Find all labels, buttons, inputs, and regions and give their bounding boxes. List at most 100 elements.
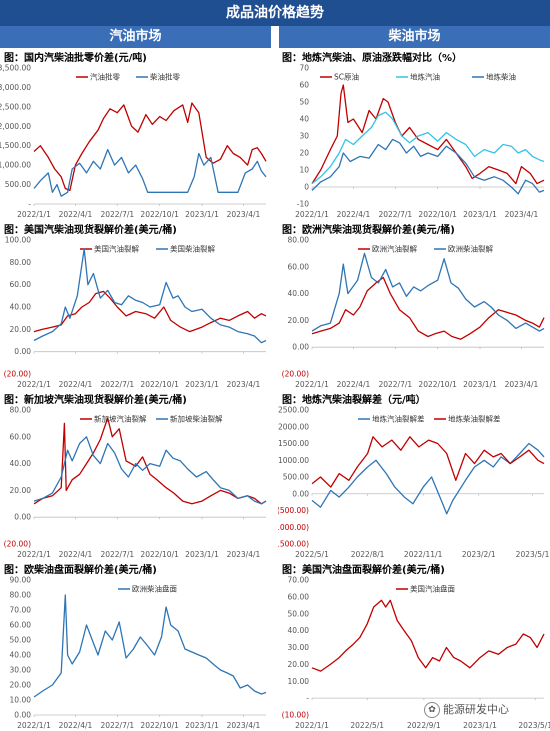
series-line-red bbox=[33, 290, 267, 333]
y-tick-label: 50.00 bbox=[288, 609, 310, 618]
series-line-red bbox=[33, 102, 267, 192]
x-tick-label: 2023/5/1 bbox=[516, 550, 550, 559]
y-tick-label: 40 bbox=[299, 115, 309, 124]
legend-label: SC原油 bbox=[334, 72, 359, 82]
y-tick-label: 20.00 bbox=[10, 325, 32, 334]
chart-background bbox=[278, 392, 550, 560]
chart-svg: 图：欧柴油盘面裂解价差(美元/桶) 0.00 10.00 20.00 30.00 40.0… bbox=[0, 562, 272, 731]
y-tick-label: - bbox=[28, 200, 31, 209]
legend-label: 地炼汽油 bbox=[410, 72, 440, 82]
x-tick-label: 2022/1/1 bbox=[17, 550, 51, 559]
legend-label: 新加坡汽油裂解 bbox=[94, 414, 147, 424]
y-tick-label: 20.00 bbox=[10, 681, 32, 690]
chart-c8: 图：美国汽油盘面裂解价差(美元/桶) (10.00) - 10.00 20.00 30.0… bbox=[278, 562, 550, 731]
x-tick-label: 2023/1/1 bbox=[185, 721, 219, 730]
wechat-icon: ✿ bbox=[424, 702, 440, 718]
y-tick-label: 60 bbox=[299, 81, 309, 90]
x-tick-label: 2022/5/1 bbox=[350, 721, 384, 730]
chart-svg: 图：地炼汽柴油裂解差（元/吨） (1500.00) (1000.00) (500.00… bbox=[278, 392, 550, 560]
x-tick-label: 2022/4/1 bbox=[59, 380, 93, 389]
series-line-blue bbox=[33, 248, 267, 344]
x-tick-label: 2022/9/1 bbox=[407, 721, 441, 730]
y-tick-label: 500.00 bbox=[5, 180, 31, 189]
x-tick-label: 2022/1/1 bbox=[17, 210, 51, 219]
y-tick-label: 80.00 bbox=[10, 591, 32, 600]
legend-label: 地炼汽油裂解差 bbox=[372, 414, 425, 424]
x-tick-label: 2022/4/1 bbox=[337, 380, 371, 389]
y-tick-label: 0.00 bbox=[292, 343, 309, 352]
chart-svg: 图：国内汽柴油批零价差(元/吨) - 500.00 1,000.00 1,500.00 2… bbox=[0, 50, 272, 220]
y-tick-label: 40.00 bbox=[10, 651, 32, 660]
x-tick-label: 2022/1/1 bbox=[295, 721, 329, 730]
y-tick-label: (1000.00) bbox=[278, 523, 309, 532]
diesel-market-header: 柴油市场 bbox=[279, 26, 550, 48]
x-tick-label: 2022/1/1 bbox=[17, 721, 51, 730]
chart-c5: 图：新加坡汽柴油现货裂解价差(美元/桶) (20.00) 0.00 20.00 40.0… bbox=[0, 392, 272, 560]
series-line-red bbox=[311, 436, 545, 488]
chart-title: 图：欧柴油盘面裂解价差(美元/桶) bbox=[4, 563, 157, 576]
y-tick-label: 0 bbox=[304, 183, 309, 192]
x-tick-label: 2023/5/1 bbox=[518, 721, 550, 730]
x-tick-label: 2022/4/1 bbox=[59, 550, 93, 559]
legend-label: 欧洲柴油盘面 bbox=[132, 584, 177, 594]
y-tick-label: 60.00 bbox=[10, 621, 32, 630]
y-tick-label: 20.00 bbox=[288, 316, 310, 325]
y-tick-label: 30.00 bbox=[288, 643, 310, 652]
chart-svg: 图：美国汽油盘面裂解价差(美元/桶) (10.00) - 10.00 20.00 30.0… bbox=[278, 562, 550, 731]
legend-label: 美国汽油盘面 bbox=[410, 584, 455, 594]
x-tick-label: 2022/10/1 bbox=[140, 550, 179, 559]
y-tick-label: 80.00 bbox=[10, 258, 32, 267]
x-tick-label: 2023/1/1 bbox=[463, 721, 497, 730]
watermark: ✿ 能源研发中心 bbox=[424, 701, 509, 718]
chart-background bbox=[278, 222, 550, 390]
y-tick-label: (20.00) bbox=[282, 370, 309, 379]
series-line-red bbox=[311, 276, 545, 340]
legend-label: 地炼柴油 bbox=[486, 72, 516, 82]
chart-background bbox=[0, 392, 272, 560]
x-tick-label: 2022/4/1 bbox=[59, 210, 93, 219]
series-line-blue bbox=[311, 138, 545, 195]
y-tick-label: 10.00 bbox=[288, 677, 310, 686]
y-tick-label: 2000.00 bbox=[278, 422, 309, 431]
y-tick-label: 60.00 bbox=[10, 280, 32, 289]
x-tick-label: 2022/4/1 bbox=[337, 210, 371, 219]
chart-c7: 图：欧柴油盘面裂解价差(美元/桶) 0.00 10.00 20.00 30.00 40.0… bbox=[0, 562, 272, 731]
y-tick-label: 20.00 bbox=[10, 486, 32, 495]
legend-label: 美国柴油裂解 bbox=[170, 244, 215, 254]
chart-title: 图：新加坡汽柴油现货裂解价差(美元/桶) bbox=[4, 393, 187, 406]
x-tick-label: 2023/4/1 bbox=[227, 721, 261, 730]
x-tick-label: 2022/5/1 bbox=[295, 550, 329, 559]
chart-title: 图：国内汽柴油批零价差(元/吨) bbox=[4, 51, 147, 64]
x-tick-label: 2022/7/1 bbox=[100, 210, 134, 219]
x-tick-label: 2023/4/1 bbox=[505, 210, 539, 219]
chart-c6: 图：地炼汽柴油裂解差（元/吨） (1500.00) (1000.00) (500.00… bbox=[278, 392, 550, 560]
y-tick-label: 90.00 bbox=[10, 576, 32, 585]
y-tick-label: 70.00 bbox=[10, 606, 32, 615]
y-tick-label: (500.00) bbox=[278, 506, 309, 515]
y-tick-label: 50.00 bbox=[10, 636, 32, 645]
x-tick-label: 2022/7/1 bbox=[100, 550, 134, 559]
y-tick-label: 80.00 bbox=[10, 406, 32, 415]
y-tick-label: 1,000.00 bbox=[0, 161, 31, 170]
legend-label: 欧洲汽油裂解 bbox=[372, 244, 417, 254]
x-tick-label: 2022/1/1 bbox=[295, 210, 329, 219]
y-tick-label: 3,000.00 bbox=[0, 83, 31, 92]
y-tick-label: 0.00 bbox=[292, 489, 309, 498]
x-tick-label: 2022/7/1 bbox=[378, 210, 412, 219]
series-line-red bbox=[311, 599, 545, 672]
x-tick-label: 2022/7/1 bbox=[378, 380, 412, 389]
x-tick-label: 2023/4/1 bbox=[227, 380, 261, 389]
y-tick-label: 50 bbox=[299, 98, 309, 107]
y-tick-label: 20 bbox=[299, 149, 309, 158]
y-tick-label: 1000.00 bbox=[278, 456, 309, 465]
y-tick-label: 40.00 bbox=[288, 626, 310, 635]
chart-svg: 图：欧洲汽柴油现货裂解价差(美元/桶) (20.00) 0.00 20.00 40.00… bbox=[278, 222, 550, 390]
x-tick-label: 2023/4/1 bbox=[227, 550, 261, 559]
y-tick-label: 100.00 bbox=[5, 236, 31, 245]
x-tick-label: 2022/4/1 bbox=[59, 721, 93, 730]
chart-background bbox=[278, 50, 550, 220]
legend-label: 柴油批零 bbox=[150, 72, 180, 82]
y-tick-label: 40.00 bbox=[288, 289, 310, 298]
chart-background bbox=[0, 222, 272, 390]
chart-svg: 图：地炼汽柴油、原油涨跌幅对比（%） -10 0 10 20 30 40 50 60 70 2022… bbox=[278, 50, 550, 220]
